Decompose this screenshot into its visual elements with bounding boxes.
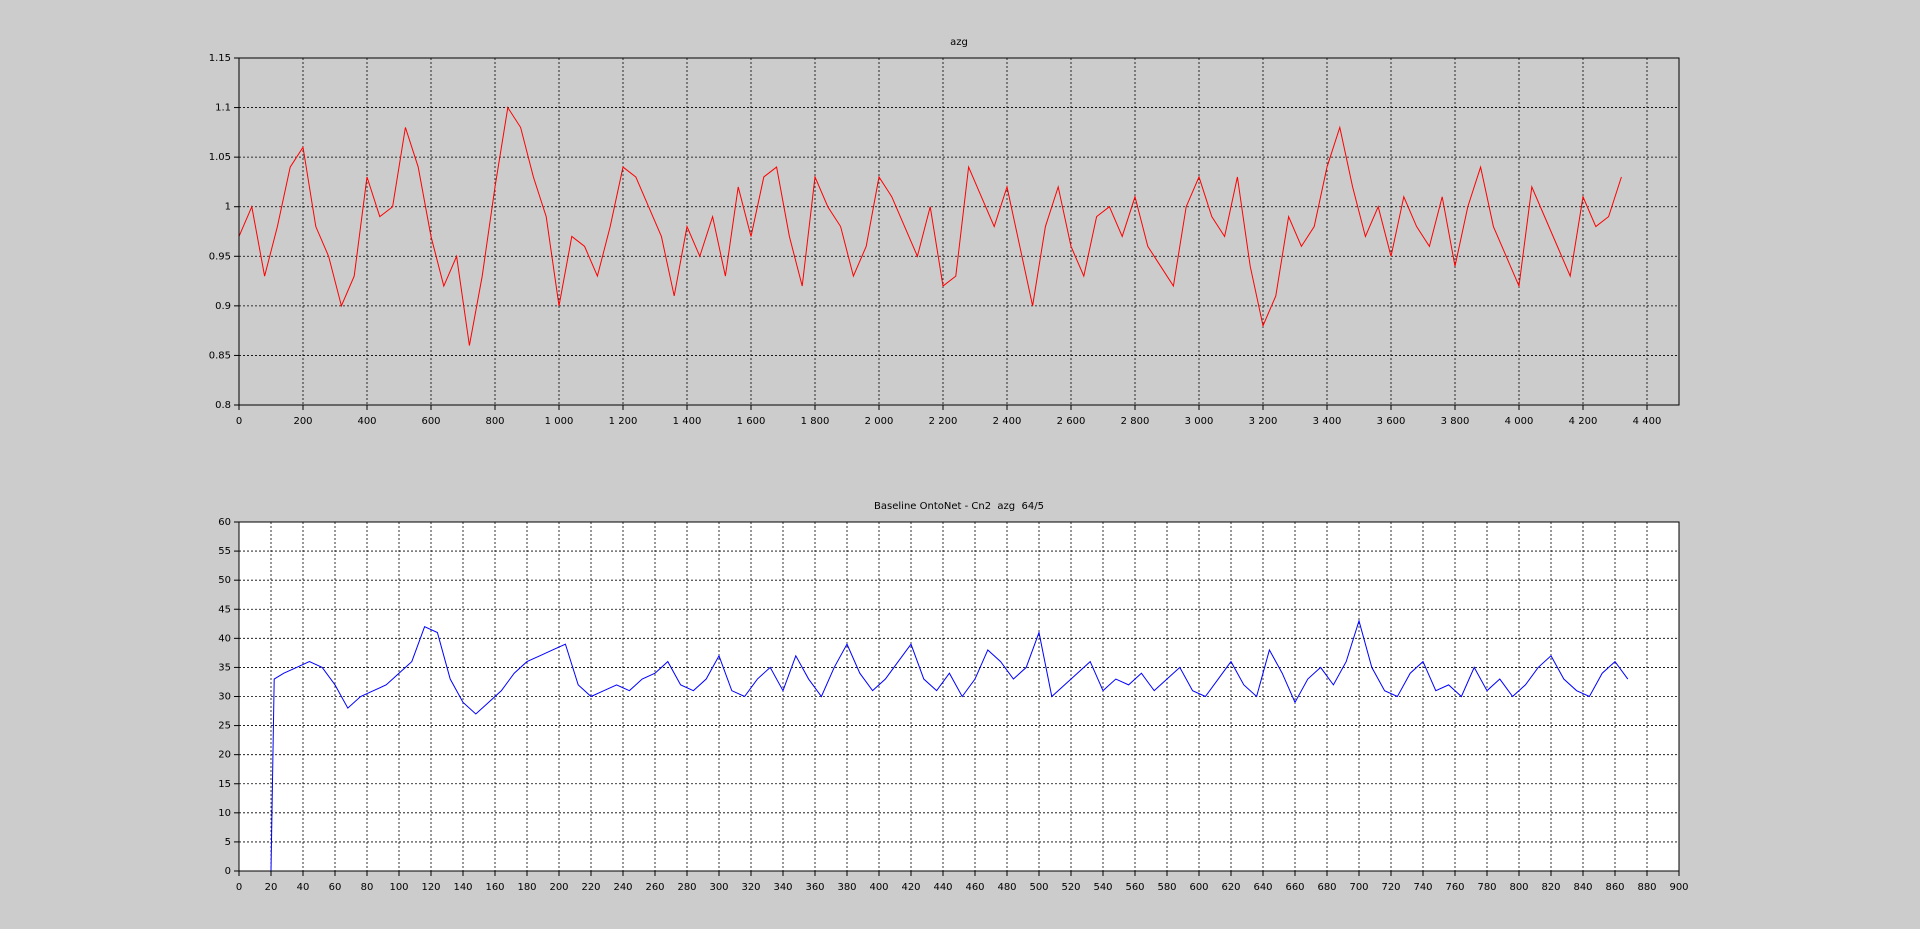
y-tick-label: 5 (225, 837, 231, 848)
x-tick-label: 1 400 (673, 416, 702, 427)
x-tick-label: 480 (997, 882, 1016, 893)
x-tick-label: 0 (236, 882, 242, 893)
x-tick-label: 3 600 (1377, 416, 1406, 427)
x-tick-label: 40 (297, 882, 310, 893)
y-tick-label: 40 (218, 633, 231, 644)
x-tick-label: 680 (1317, 882, 1336, 893)
x-tick-label: 280 (677, 882, 696, 893)
x-tick-label: 4 200 (1569, 416, 1598, 427)
x-tick-label: 2 800 (1121, 416, 1150, 427)
x-tick-label: 740 (1413, 882, 1432, 893)
plot-frame (238, 521, 1680, 872)
y-tick-label: 0.9 (215, 301, 231, 312)
x-tick-label: 520 (1061, 882, 1080, 893)
x-tick-label: 300 (709, 882, 728, 893)
x-tick-label: 100 (389, 882, 408, 893)
y-tick-label: 20 (218, 750, 231, 761)
y-tick-label: 1 (225, 202, 231, 213)
x-tick-label: 800 (485, 416, 504, 427)
x-tick-label: 820 (1541, 882, 1560, 893)
x-tick-label: 4 400 (1633, 416, 1662, 427)
y-tick-label: 1.15 (209, 53, 231, 64)
y-tick-label: 25 (218, 721, 231, 732)
x-tick-label: 400 (357, 416, 376, 427)
y-tick-label: 0.95 (209, 251, 231, 262)
chart-title: azg (950, 37, 968, 48)
x-tick-label: 260 (645, 882, 664, 893)
x-tick-label: 200 (293, 416, 312, 427)
x-tick-label: 1 600 (737, 416, 766, 427)
x-tick-label: 180 (517, 882, 536, 893)
x-tick-label: 360 (805, 882, 824, 893)
x-tick-label: 420 (901, 882, 920, 893)
x-tick-label: 560 (1125, 882, 1144, 893)
x-tick-label: 600 (421, 416, 440, 427)
x-tick-label: 760 (1445, 882, 1464, 893)
x-tick-label: 460 (965, 882, 984, 893)
x-tick-label: 3 000 (1185, 416, 1214, 427)
x-tick-label: 1 000 (545, 416, 574, 427)
y-tick-label: 1.05 (209, 152, 231, 163)
x-tick-label: 3 400 (1313, 416, 1342, 427)
y-tick-label: 55 (218, 546, 231, 557)
x-tick-label: 720 (1381, 882, 1400, 893)
x-tick-label: 800 (1509, 882, 1528, 893)
x-tick-label: 400 (869, 882, 888, 893)
y-tick-label: 10 (218, 808, 231, 819)
x-tick-label: 0 (236, 416, 242, 427)
x-tick-label: 140 (453, 882, 472, 893)
x-tick-label: 20 (265, 882, 278, 893)
x-tick-label: 620 (1221, 882, 1240, 893)
x-tick-label: 880 (1637, 882, 1656, 893)
data-line (238, 106, 1622, 346)
x-tick-label: 700 (1349, 882, 1368, 893)
x-tick-label: 660 (1285, 882, 1304, 893)
plot-area (239, 58, 1679, 405)
x-tick-label: 60 (329, 882, 342, 893)
x-tick-label: 160 (485, 882, 504, 893)
x-tick-label: 580 (1157, 882, 1176, 893)
y-tick-label: 50 (218, 575, 231, 586)
y-tick-label: 30 (218, 692, 231, 703)
x-tick-label: 240 (613, 882, 632, 893)
y-tick-label: 45 (218, 604, 231, 615)
x-tick-label: 80 (361, 882, 374, 893)
plot-frame (238, 57, 1680, 406)
y-tick-label: 15 (218, 779, 231, 790)
x-tick-label: 840 (1573, 882, 1592, 893)
y-tick-label: 1.1 (215, 103, 231, 114)
x-tick-label: 220 (581, 882, 600, 893)
x-tick-label: 120 (421, 882, 440, 893)
x-tick-label: 1 800 (801, 416, 830, 427)
x-tick-label: 900 (1669, 882, 1688, 893)
x-tick-label: 2 600 (1057, 416, 1086, 427)
data-line (270, 619, 1629, 872)
x-tick-label: 780 (1477, 882, 1496, 893)
x-tick-label: 540 (1093, 882, 1112, 893)
y-tick-label: 35 (218, 662, 231, 673)
x-tick-label: 2 000 (865, 416, 894, 427)
x-tick-label: 200 (549, 882, 568, 893)
x-tick-label: 2 200 (929, 416, 958, 427)
x-tick-label: 340 (773, 882, 792, 893)
chart-title: Baseline OntoNet - Cn2 azg 64/5 (874, 501, 1044, 512)
y-tick-label: 0.8 (215, 400, 231, 411)
x-tick-label: 500 (1029, 882, 1048, 893)
x-tick-label: 320 (741, 882, 760, 893)
x-tick-label: 440 (933, 882, 952, 893)
x-tick-label: 3 800 (1441, 416, 1470, 427)
x-tick-label: 3 200 (1249, 416, 1278, 427)
x-tick-label: 380 (837, 882, 856, 893)
x-tick-label: 600 (1189, 882, 1208, 893)
x-tick-label: 2 400 (993, 416, 1022, 427)
x-tick-label: 860 (1605, 882, 1624, 893)
x-tick-label: 640 (1253, 882, 1272, 893)
y-tick-label: 0.85 (209, 350, 231, 361)
y-tick-label: 60 (218, 517, 231, 528)
x-tick-label: 4 000 (1505, 416, 1534, 427)
x-tick-label: 1 200 (609, 416, 638, 427)
y-tick-label: 0 (225, 866, 231, 877)
